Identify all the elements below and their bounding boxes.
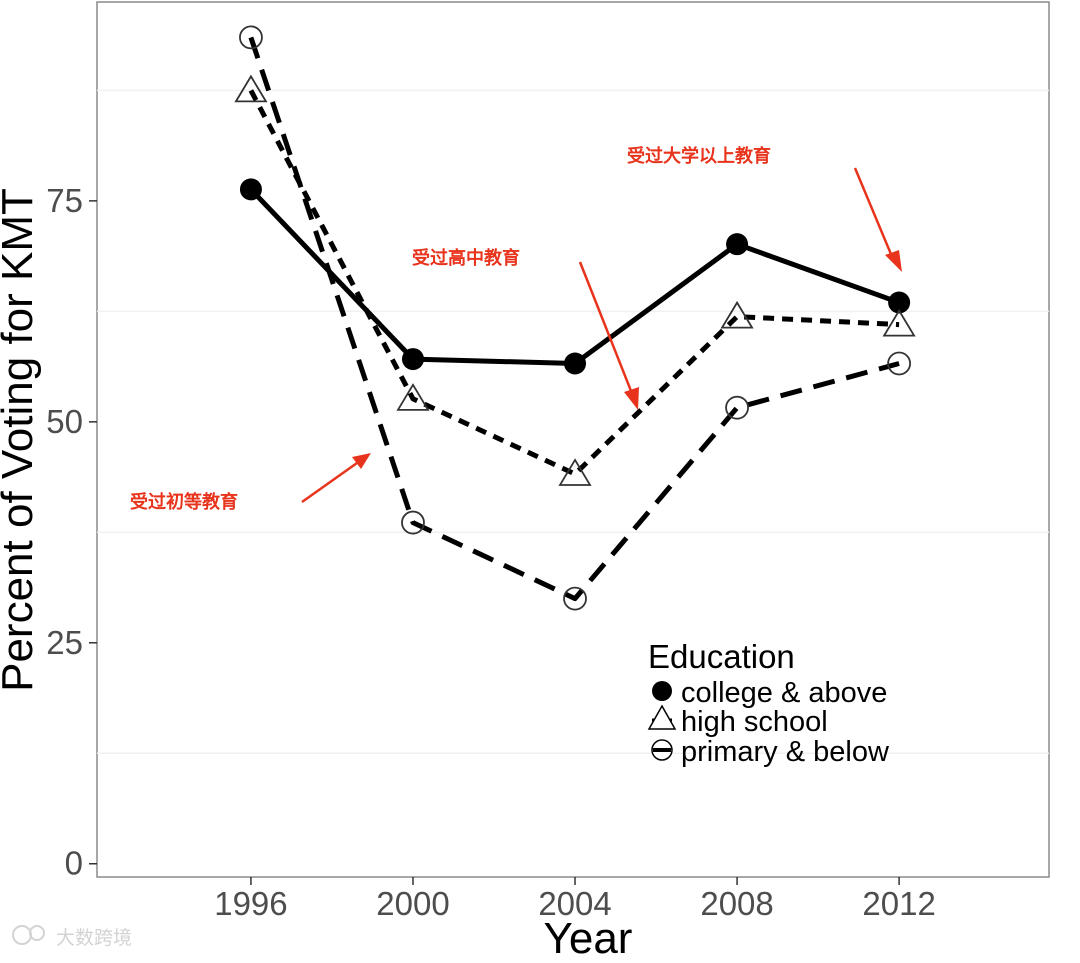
x-axis-ticks: 1996 2000 2004 2008 2012: [214, 877, 936, 922]
arrowhead-icon: [885, 250, 902, 272]
arrowhead-icon: [352, 453, 371, 469]
legend-label-highschool: high school: [681, 706, 828, 738]
y-axis-title: Percent of Voting for KMT: [0, 188, 42, 692]
y-axis-ticks: 0 25 50 75: [46, 182, 97, 882]
data-point-college: [888, 291, 911, 314]
annotation-primary-text: 受过初等教育: [130, 491, 238, 513]
data-point-primary: [725, 395, 749, 420]
y-tick-label: 25: [46, 624, 83, 661]
legend-key-college: [652, 681, 672, 701]
legend-triangle-marker: [647, 704, 677, 730]
plot-panel: [96, 1, 1050, 878]
x-tick-label: 2000: [376, 885, 449, 922]
watermark: 大数跨境: [12, 925, 132, 949]
annotation-primary-arrow: [301, 461, 358, 504]
x-tick-label: 2012: [862, 885, 935, 922]
series-layer: [234, 25, 916, 611]
y-tick-label: 50: [46, 403, 83, 440]
legend-label-primary: primary & below: [681, 736, 890, 768]
annotation-college-arrow: [853, 167, 895, 260]
legend-key-highschool: [647, 704, 677, 730]
annotation-college-text: 受过大学以上教育: [627, 145, 771, 167]
watermark-text: 大数跨境: [56, 927, 132, 949]
data-point-college: [726, 233, 749, 256]
data-point-primary: [563, 586, 587, 611]
grid-layer: [97, 89, 1049, 755]
legend-title: Education: [648, 638, 795, 675]
data-point-primary: [887, 351, 912, 376]
data-point-highschool: [882, 308, 916, 337]
data-point-college: [401, 348, 424, 371]
legend-label-college: college & above: [681, 677, 887, 709]
annotation-primary: 受过初等教育: [130, 453, 371, 513]
annotation-highschool-arrow: [578, 261, 635, 397]
x-axis-title: Year: [544, 914, 633, 958]
arrowhead-icon: [624, 387, 639, 410]
legend: Education college & above high school pr…: [647, 638, 890, 768]
data-point-highschool: [396, 383, 430, 411]
annotation-highschool: 受过高中教育: [412, 247, 639, 410]
y-tick-label: 75: [46, 182, 83, 219]
data-point-primary: [239, 25, 263, 50]
data-point-highschool: [558, 458, 592, 486]
x-tick-label: 2008: [700, 885, 773, 922]
series-line-2: [248, 36, 900, 602]
annotation-college: 受过大学以上教育: [627, 145, 902, 272]
data-point-college: [239, 178, 262, 201]
annotation-highschool-text: 受过高中教育: [412, 247, 520, 269]
data-point-college: [564, 352, 587, 375]
legend-key-primary: [651, 739, 673, 761]
chat-bubble-icon: [12, 925, 45, 945]
y-tick-label: 0: [65, 845, 83, 882]
legend-filled-circle-marker: [652, 681, 672, 701]
data-point-highschool: [720, 300, 754, 329]
data-point-highschool: [234, 74, 268, 103]
data-point-primary: [401, 510, 425, 535]
x-tick-label: 1996: [214, 885, 287, 922]
x-tick-label: 2004: [538, 885, 611, 922]
series-line-1: [248, 89, 900, 477]
